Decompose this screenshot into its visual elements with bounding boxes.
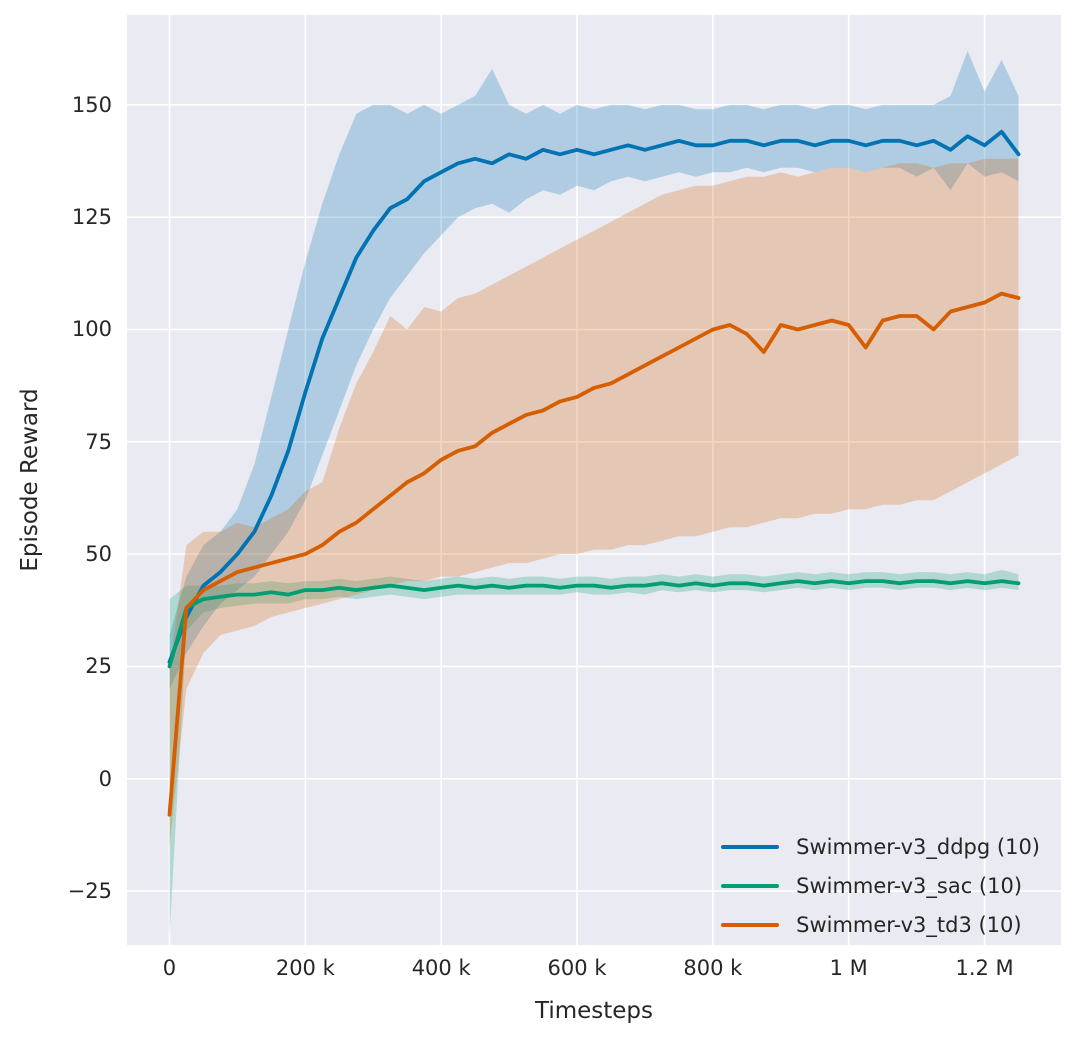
ddpg-line-swatch <box>721 845 780 849</box>
x-axis-label: Timesteps <box>534 998 654 1024</box>
y-tick-label: 125 <box>71 205 112 230</box>
x-tick-label: 400 k <box>411 956 471 980</box>
y-tick-label: 150 <box>71 92 112 117</box>
plot-area <box>127 15 1061 945</box>
y-tick-label: 0 <box>98 766 112 791</box>
sac-line <box>167 579 1021 669</box>
y-tick-label: 50 <box>85 542 112 567</box>
legend-label-td3: Swimmer-v3_td3 (10) <box>796 913 1022 937</box>
legend-item-sac: Swimmer-v3_sac (10) <box>721 874 1040 898</box>
y-tick-label: 100 <box>71 317 112 342</box>
x-tick-label: 200 k <box>275 956 335 980</box>
y-tick-label: −25 <box>67 879 112 904</box>
sac-line-swatch <box>721 884 780 888</box>
legend-label-sac: Swimmer-v3_sac (10) <box>796 874 1023 898</box>
ddpg-line <box>167 129 1021 664</box>
y-tick-label: 75 <box>85 429 112 454</box>
x-tick-label: 800 k <box>683 956 743 980</box>
x-tick-label: 1 M <box>829 956 868 980</box>
legend-item-ddpg: Swimmer-v3_ddpg (10) <box>721 835 1040 859</box>
legend-item-td3: Swimmer-v3_td3 (10) <box>721 913 1040 937</box>
td3-line-swatch <box>721 923 780 927</box>
legend: Swimmer-v3_ddpg (10) Swimmer-v3_sac (10)… <box>721 835 1040 937</box>
x-tick-label: 1.2 M <box>955 956 1014 980</box>
td3-confidence-band <box>169 158 1019 847</box>
td3-line <box>167 291 1021 817</box>
x-tick-label: 0 <box>162 956 177 980</box>
ddpg-confidence-band <box>169 50 1019 689</box>
y-axis-label: Episode Reward <box>17 388 43 572</box>
x-tick-label: 600 k <box>547 956 607 980</box>
legend-label-ddpg: Swimmer-v3_ddpg (10) <box>796 835 1040 859</box>
y-tick-label: 25 <box>85 654 112 679</box>
